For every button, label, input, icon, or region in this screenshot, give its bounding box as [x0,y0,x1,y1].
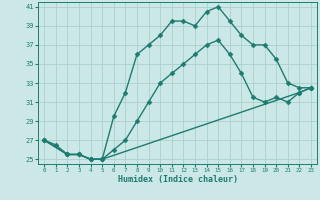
X-axis label: Humidex (Indice chaleur): Humidex (Indice chaleur) [118,175,238,184]
